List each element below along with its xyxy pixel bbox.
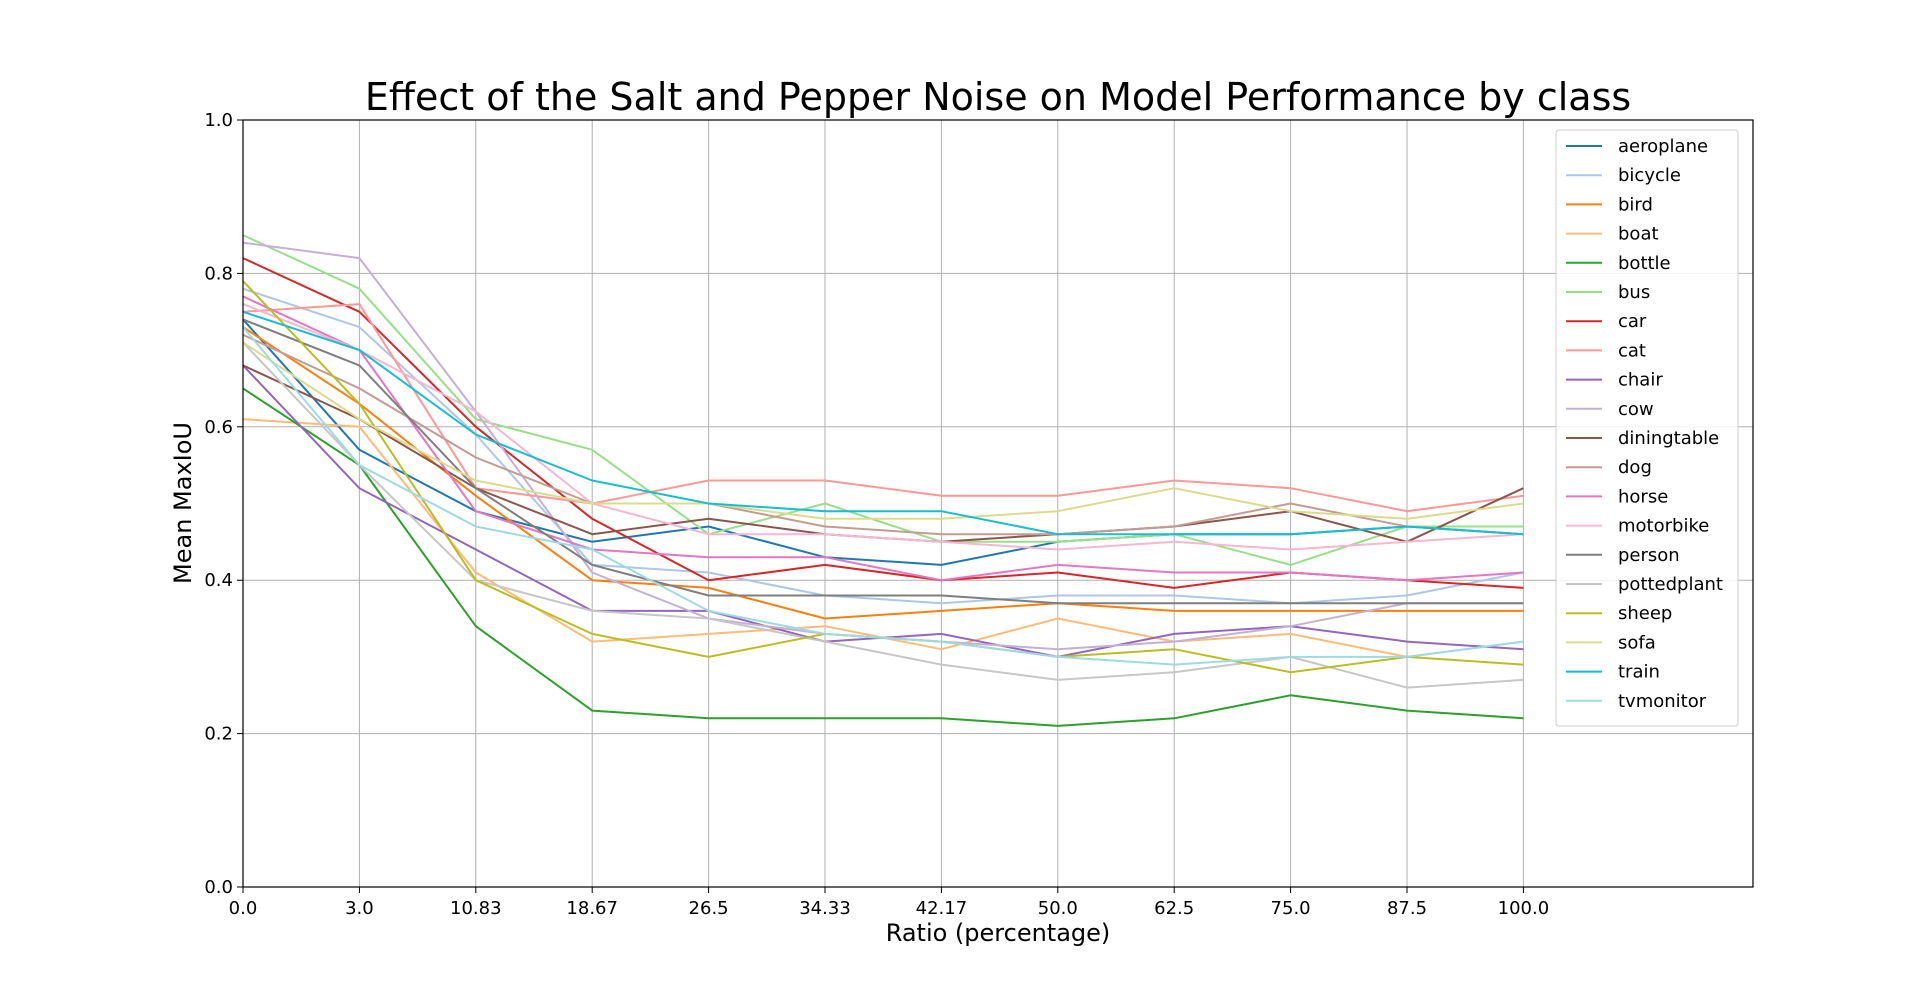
series-line-bottle [242, 387, 1524, 727]
x-axis-label: Ratio (percentage) [886, 919, 1111, 947]
legend-box [1555, 129, 1739, 727]
legend-label: aeroplane [1618, 136, 1708, 157]
series-line-bus [242, 234, 1524, 566]
x-tick-label: 75.0 [1271, 898, 1311, 919]
legend-label: chair [1618, 370, 1663, 391]
legend-label: bus [1618, 282, 1650, 303]
x-tick-label: 50.0 [1038, 898, 1078, 919]
legend-label: cow [1618, 399, 1654, 420]
x-tick-label: 62.5 [1154, 898, 1194, 919]
x-tick-label: 3.0 [345, 898, 374, 919]
y-tick-label: 0.0 [204, 877, 233, 898]
series-lines [242, 234, 1524, 727]
legend-label: bottle [1618, 253, 1671, 274]
x-tick-label: 34.33 [799, 898, 851, 919]
series-line-bicycle [242, 287, 1524, 605]
y-tick-label: 0.2 [204, 724, 233, 745]
series-line-tvmonitor [242, 326, 1524, 666]
series-line-bird [242, 326, 1524, 620]
legend-label: person [1618, 545, 1680, 566]
x-tick-label: 42.17 [916, 898, 968, 919]
series-line-train [242, 310, 1524, 536]
series-line-horse [242, 295, 1524, 582]
x-tick-label: 100.0 [1498, 898, 1550, 919]
legend-label: horse [1618, 486, 1668, 507]
x-tick-label: 10.83 [450, 898, 502, 919]
series-line-cat [242, 303, 1524, 513]
series-line-sofa [242, 341, 1524, 520]
legend-label: pottedplant [1618, 574, 1723, 595]
y-tick-label: 1.0 [204, 110, 233, 131]
legend-label: diningtable [1618, 428, 1719, 449]
legend-label: car [1618, 311, 1647, 332]
legend-label: motorbike [1618, 516, 1709, 537]
y-axis-label: Mean MaxIoU [169, 422, 197, 584]
legend-label: bird [1618, 194, 1653, 215]
x-tick-label: 87.5 [1387, 898, 1427, 919]
legend-label: boat [1618, 224, 1659, 245]
y-tick-label: 0.4 [204, 570, 233, 591]
series-line-person [242, 318, 1524, 605]
plot-frame [242, 119, 1754, 888]
series-line-dog [242, 333, 1524, 536]
legend-label: sofa [1618, 632, 1656, 653]
x-tick-label: 18.67 [566, 898, 618, 919]
y-tick-label: 0.6 [204, 417, 233, 438]
legend-label: dog [1618, 457, 1652, 478]
series-line-motorbike [242, 303, 1524, 551]
legend-label: tvmonitor [1618, 691, 1707, 712]
x-tick-label: 26.5 [689, 898, 729, 919]
legend-label: cat [1618, 340, 1646, 361]
legend: aeroplane bicycle bird boat bottle bus car cat c… [1555, 129, 1739, 727]
y-axis-ticks: 0.0 0.2 0.4 0.6 0.8 1.0 [204, 110, 243, 898]
chart-title: Effect of the Salt and Pepper Noise on M… [365, 75, 1631, 119]
y-tick-label: 0.8 [204, 263, 233, 284]
series-line-pottedplant [242, 341, 1524, 689]
x-tick-label: 0.0 [229, 898, 258, 919]
legend-label: bicycle [1618, 165, 1681, 186]
legend-label: train [1618, 662, 1660, 683]
legend-label: sheep [1618, 603, 1672, 624]
x-axis-ticks: 0.0 3.0 10.83 18.67 26.5 34.33 42.17 50.0 62.5 75… [229, 887, 1549, 919]
